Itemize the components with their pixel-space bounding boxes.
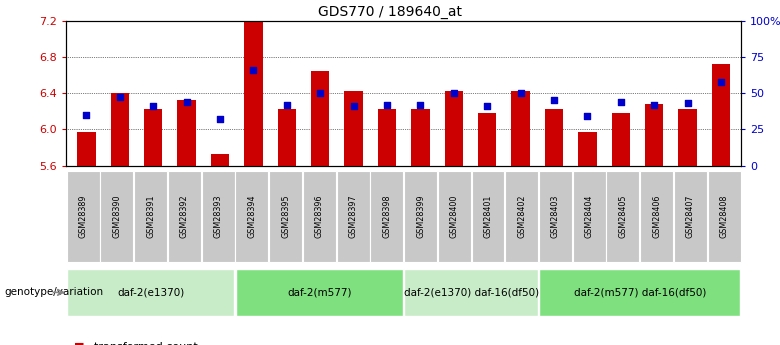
Text: GSM28408: GSM28408 bbox=[720, 195, 729, 238]
Text: daf-2(e1370): daf-2(e1370) bbox=[117, 287, 184, 297]
Text: daf-2(m577) daf-16(df50): daf-2(m577) daf-16(df50) bbox=[573, 287, 706, 297]
Text: GSM28392: GSM28392 bbox=[180, 195, 189, 238]
Text: GDS770 / 189640_at: GDS770 / 189640_at bbox=[318, 5, 462, 19]
Bar bbox=[144, 109, 162, 166]
Text: GSM28393: GSM28393 bbox=[214, 195, 222, 238]
Point bbox=[581, 114, 594, 119]
Text: transformed count: transformed count bbox=[94, 342, 197, 345]
Point bbox=[381, 102, 393, 108]
Text: GSM28407: GSM28407 bbox=[686, 195, 695, 238]
Bar bbox=[344, 91, 363, 166]
Text: GSM28400: GSM28400 bbox=[450, 195, 459, 238]
Text: ■: ■ bbox=[74, 342, 84, 345]
Bar bbox=[445, 91, 463, 166]
Text: GSM28395: GSM28395 bbox=[281, 195, 290, 238]
Point bbox=[414, 102, 427, 108]
Text: GSM28391: GSM28391 bbox=[146, 195, 155, 238]
Point bbox=[147, 104, 159, 109]
Bar bbox=[612, 113, 630, 166]
Text: GSM28398: GSM28398 bbox=[382, 195, 392, 238]
Text: GSM28396: GSM28396 bbox=[315, 195, 324, 238]
Bar bbox=[645, 104, 663, 166]
Point bbox=[314, 90, 326, 96]
Point bbox=[80, 112, 93, 118]
Text: daf-2(e1370) daf-16(df50): daf-2(e1370) daf-16(df50) bbox=[403, 287, 539, 297]
Text: GSM28403: GSM28403 bbox=[551, 195, 560, 238]
Point bbox=[114, 95, 126, 100]
Point bbox=[615, 99, 627, 105]
Bar bbox=[679, 109, 697, 166]
Bar bbox=[544, 109, 563, 166]
Text: daf-2(m577): daf-2(m577) bbox=[287, 287, 352, 297]
Point bbox=[247, 67, 260, 73]
Text: GSM28390: GSM28390 bbox=[112, 195, 122, 238]
Point bbox=[214, 117, 226, 122]
Text: GSM28401: GSM28401 bbox=[484, 195, 492, 238]
Point bbox=[180, 99, 193, 105]
Point bbox=[548, 98, 560, 103]
Bar bbox=[578, 132, 597, 166]
Point bbox=[481, 104, 494, 109]
Text: GSM28404: GSM28404 bbox=[585, 195, 594, 238]
Text: GSM28389: GSM28389 bbox=[79, 195, 87, 238]
Text: GSM28402: GSM28402 bbox=[517, 195, 526, 238]
Text: GSM28406: GSM28406 bbox=[652, 195, 661, 238]
Point bbox=[714, 79, 727, 84]
Bar bbox=[512, 91, 530, 166]
Point bbox=[514, 90, 526, 96]
Bar bbox=[77, 132, 95, 166]
Text: GSM28394: GSM28394 bbox=[247, 195, 257, 238]
Text: GSM28397: GSM28397 bbox=[349, 195, 357, 238]
Bar bbox=[177, 100, 196, 166]
Point bbox=[281, 102, 293, 108]
Bar bbox=[211, 154, 229, 166]
Bar bbox=[378, 109, 396, 166]
Point bbox=[347, 104, 360, 109]
Bar bbox=[278, 109, 296, 166]
Point bbox=[648, 102, 661, 108]
Bar bbox=[478, 113, 496, 166]
Point bbox=[681, 100, 693, 106]
Bar bbox=[111, 93, 129, 166]
Point bbox=[448, 90, 460, 96]
Text: genotype/variation: genotype/variation bbox=[4, 287, 103, 297]
Text: GSM28399: GSM28399 bbox=[416, 195, 425, 238]
Text: GSM28405: GSM28405 bbox=[619, 195, 627, 238]
Bar bbox=[244, 21, 263, 166]
Bar bbox=[311, 70, 329, 166]
Bar bbox=[712, 64, 730, 166]
Bar bbox=[411, 109, 430, 166]
